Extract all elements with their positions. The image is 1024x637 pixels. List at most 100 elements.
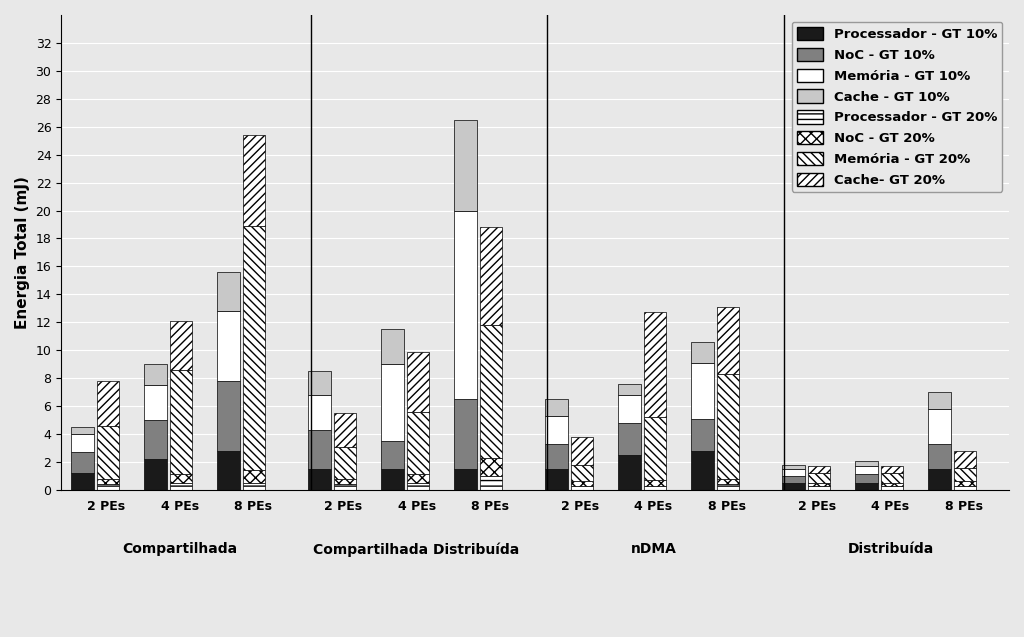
Legend: Processador - GT 10%, NoC - GT 10%, Memória - GT 10%, Cache - GT 10%, Processado: Processador - GT 10%, NoC - GT 10%, Memó… <box>792 22 1002 192</box>
Bar <box>71 473 94 490</box>
Bar <box>407 475 429 483</box>
Bar <box>545 399 567 416</box>
Bar <box>144 459 167 490</box>
Bar <box>217 451 240 490</box>
Bar <box>455 399 477 469</box>
Bar <box>782 465 805 469</box>
Bar <box>644 417 667 480</box>
Bar <box>953 485 976 490</box>
Bar <box>170 475 193 483</box>
Bar <box>381 469 403 490</box>
Bar <box>717 374 739 478</box>
Bar <box>381 441 403 469</box>
Bar <box>479 458 503 476</box>
Bar <box>144 385 167 420</box>
Bar <box>545 416 567 444</box>
Bar <box>928 444 951 469</box>
Bar <box>96 426 120 478</box>
Bar <box>243 135 265 226</box>
Bar <box>808 485 830 490</box>
Bar <box>308 430 331 469</box>
Bar <box>170 369 193 475</box>
Bar <box>618 455 641 490</box>
Bar <box>96 484 120 490</box>
Bar <box>644 480 667 485</box>
Bar <box>717 307 739 374</box>
Bar <box>691 419 714 451</box>
Bar <box>144 364 167 385</box>
Bar <box>455 210 477 399</box>
Bar <box>782 483 805 490</box>
Bar <box>217 381 240 451</box>
Bar <box>96 381 120 426</box>
Bar <box>144 420 167 459</box>
Bar <box>455 469 477 490</box>
Bar <box>479 227 503 325</box>
Bar <box>545 469 567 490</box>
Bar <box>618 423 641 455</box>
Bar <box>407 412 429 475</box>
Bar <box>96 478 120 484</box>
Bar <box>334 447 356 478</box>
Bar <box>691 342 714 362</box>
Bar <box>881 483 903 485</box>
Bar <box>808 466 830 473</box>
Bar <box>407 483 429 490</box>
Text: Compartilhada Distribuída: Compartilhada Distribuída <box>313 542 520 557</box>
Text: Compartilhada: Compartilhada <box>122 542 238 556</box>
Bar <box>455 120 477 210</box>
Bar <box>334 484 356 490</box>
Text: Distribuída: Distribuída <box>848 542 934 556</box>
Bar <box>217 311 240 381</box>
Bar <box>855 475 878 483</box>
Bar <box>243 470 265 483</box>
Bar <box>928 469 951 490</box>
Bar <box>71 427 94 434</box>
Bar <box>881 466 903 473</box>
Bar <box>717 478 739 484</box>
Bar <box>570 437 593 465</box>
Bar <box>570 465 593 482</box>
Bar <box>479 325 503 458</box>
Bar <box>243 483 265 490</box>
Bar <box>691 362 714 419</box>
Bar <box>570 485 593 490</box>
Bar <box>170 483 193 490</box>
Bar <box>334 478 356 484</box>
Y-axis label: Energia Total (mJ): Energia Total (mJ) <box>15 176 30 329</box>
Bar <box>881 485 903 490</box>
Text: nDMA: nDMA <box>631 542 677 556</box>
Bar <box>381 329 403 364</box>
Bar <box>170 321 193 369</box>
Bar <box>928 392 951 409</box>
Bar <box>308 469 331 490</box>
Bar <box>855 483 878 490</box>
Bar <box>407 352 429 412</box>
Bar <box>618 395 641 423</box>
Bar <box>855 461 878 466</box>
Bar <box>243 226 265 470</box>
Bar <box>334 413 356 447</box>
Bar <box>71 434 94 452</box>
Bar <box>570 482 593 485</box>
Bar <box>381 364 403 441</box>
Bar <box>545 444 567 469</box>
Bar <box>855 466 878 475</box>
Bar <box>782 476 805 483</box>
Bar <box>953 482 976 485</box>
Bar <box>618 383 641 395</box>
Bar <box>308 395 331 430</box>
Bar <box>953 451 976 468</box>
Bar <box>928 409 951 444</box>
Bar <box>479 476 503 490</box>
Bar <box>717 484 739 490</box>
Bar <box>782 469 805 476</box>
Bar <box>644 313 667 417</box>
Bar <box>808 483 830 485</box>
Bar <box>308 371 331 395</box>
Bar <box>217 272 240 311</box>
Bar <box>691 451 714 490</box>
Bar <box>644 485 667 490</box>
Bar <box>953 468 976 482</box>
Bar <box>71 452 94 473</box>
